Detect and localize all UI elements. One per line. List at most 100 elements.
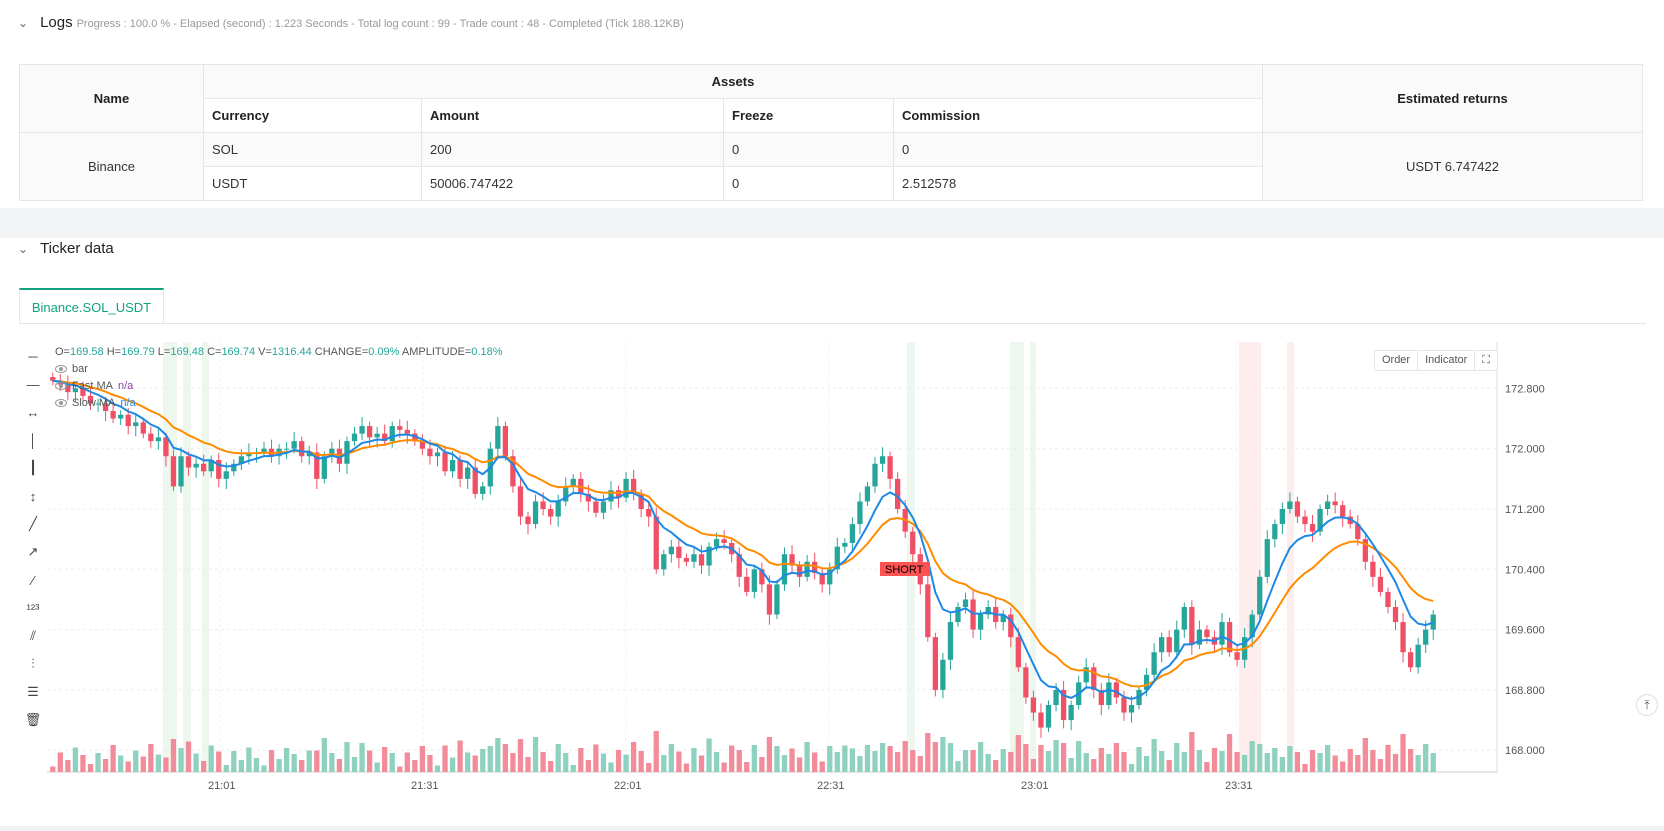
candle-body	[661, 554, 667, 570]
volume-bar	[646, 763, 652, 772]
candle-body	[480, 486, 486, 494]
volume-bar	[1249, 741, 1255, 772]
candle-body	[940, 659, 946, 690]
volume-bar	[261, 765, 267, 772]
candle-body	[1302, 516, 1308, 525]
vertical-ray-icon[interactable]: ↕	[29, 488, 37, 504]
slow-ma-line	[52, 379, 1434, 688]
chart-area[interactable]: 172.800 172.000 171.200 170.400 169.600 168.8…	[47, 342, 1643, 826]
candle-body	[1174, 629, 1180, 653]
candle-body	[600, 501, 607, 513]
volume-bar	[412, 760, 418, 772]
currency-cell: USDT	[203, 166, 422, 201]
volume-bar	[1264, 753, 1270, 772]
y-tick-label: 170.400	[1505, 564, 1545, 576]
candle-body	[744, 576, 750, 592]
candle-body	[1000, 614, 1006, 623]
candle-body	[864, 486, 871, 502]
candle-body	[1038, 712, 1044, 728]
volume-bar	[849, 748, 856, 772]
volume-bar	[65, 760, 71, 772]
trend-line-icon[interactable]: ╱	[29, 516, 37, 531]
volume-bar	[1000, 749, 1006, 772]
ticker-title: Ticker data	[40, 240, 114, 257]
horizontal-line-icon[interactable]: ─	[28, 348, 38, 364]
extended-line-icon[interactable]: ↔	[26, 404, 40, 420]
candle-body	[804, 561, 810, 577]
volume-bar	[872, 751, 878, 772]
candle-body	[638, 493, 644, 509]
eye-icon[interactable]	[55, 365, 67, 373]
volume-bar	[1113, 743, 1120, 772]
candle-body	[502, 426, 509, 457]
volume-bar	[864, 745, 871, 772]
order-button[interactable]: Order	[1375, 351, 1419, 370]
legend-bar[interactable]: bar	[55, 363, 88, 375]
vertical-segment-icon[interactable]: ┃	[29, 460, 37, 475]
trend-ray-icon[interactable]: ↗	[27, 544, 39, 559]
volume-bar	[819, 761, 825, 772]
volume-bar	[736, 750, 742, 772]
freeze-cell: 0	[723, 132, 894, 167]
signal-band	[1239, 342, 1261, 772]
signal-band	[1010, 342, 1024, 772]
estimated-returns-value: USDT 6.747422	[1262, 132, 1643, 201]
candle-body	[872, 463, 878, 487]
volume-bar	[857, 756, 863, 772]
logs-header[interactable]: ⌄ Logs Progress : 100.0 % - Elapsed (sec…	[18, 14, 684, 31]
volume-bar	[1423, 744, 1429, 772]
volume-bar	[1030, 759, 1037, 772]
amount-cell: 200	[421, 132, 724, 167]
trend-extended-icon[interactable]: ∕	[31, 572, 35, 588]
candle-body	[223, 471, 229, 479]
candle-body	[163, 437, 169, 457]
vertical-line-icon[interactable]: │	[28, 432, 38, 448]
trash-icon[interactable]: 🗑	[24, 712, 42, 727]
candle-body	[1279, 509, 1285, 525]
candle-body	[495, 426, 501, 449]
scroll-to-top-button[interactable]: ⤒	[1636, 694, 1658, 716]
candle-body	[201, 463, 207, 472]
candle-body	[713, 539, 720, 547]
short-signal-label: SHORT	[885, 564, 924, 576]
volume-bar	[812, 752, 818, 772]
legend-slow-ma[interactable]: Slow MA n/a	[55, 397, 136, 409]
tab-binance-sol-usdt[interactable]: Binance.SOL_USDT	[19, 288, 164, 324]
ticker-header[interactable]: ⌄ Ticker data	[18, 240, 114, 257]
pitchfork-icon[interactable]: ⫶	[31, 656, 35, 671]
parallel-channel-icon[interactable]: ⫽	[30, 628, 36, 643]
indicator-button[interactable]: Indicator	[1418, 351, 1476, 370]
fullscreen-icon[interactable]: ⛶	[1482, 354, 1490, 366]
name-header: Name	[19, 64, 204, 133]
fib-retracement-icon[interactable]: ☰	[27, 684, 39, 699]
candle-body	[510, 456, 516, 487]
freeze-cell: 0	[723, 166, 894, 201]
price-chart[interactable]: 172.800 172.000 171.200 170.400 169.600 168.8…	[47, 342, 1643, 826]
volume-bar	[50, 766, 56, 772]
candle-body	[449, 460, 456, 472]
candle-body	[985, 607, 991, 615]
volume-bar	[638, 751, 644, 772]
volume-bar	[246, 747, 252, 772]
volume-bar	[1083, 753, 1089, 772]
candle-body	[1309, 524, 1316, 532]
candle-body	[178, 456, 184, 487]
volume-bar	[449, 757, 456, 772]
price-label-icon[interactable]: ¹²³	[26, 600, 40, 616]
volume-bar	[661, 755, 667, 772]
chevron-down-icon[interactable]: ⌄	[18, 16, 29, 30]
signal-band	[183, 342, 191, 772]
volume-bar	[336, 759, 343, 772]
candle-body	[359, 426, 365, 434]
volume-bar	[1060, 743, 1067, 772]
volume-bar	[1121, 752, 1127, 772]
horizontal-ray-icon[interactable]: —	[26, 376, 40, 392]
volume-bar	[1219, 751, 1225, 772]
candle-body	[125, 414, 131, 427]
eye-icon[interactable]	[55, 399, 67, 407]
candle-body	[306, 452, 312, 457]
volume-bar	[366, 750, 373, 772]
chevron-down-icon[interactable]: ⌄	[18, 242, 29, 256]
legend-fast-ma[interactable]: Fast MA n/a	[55, 380, 133, 392]
eye-icon[interactable]	[55, 382, 67, 390]
